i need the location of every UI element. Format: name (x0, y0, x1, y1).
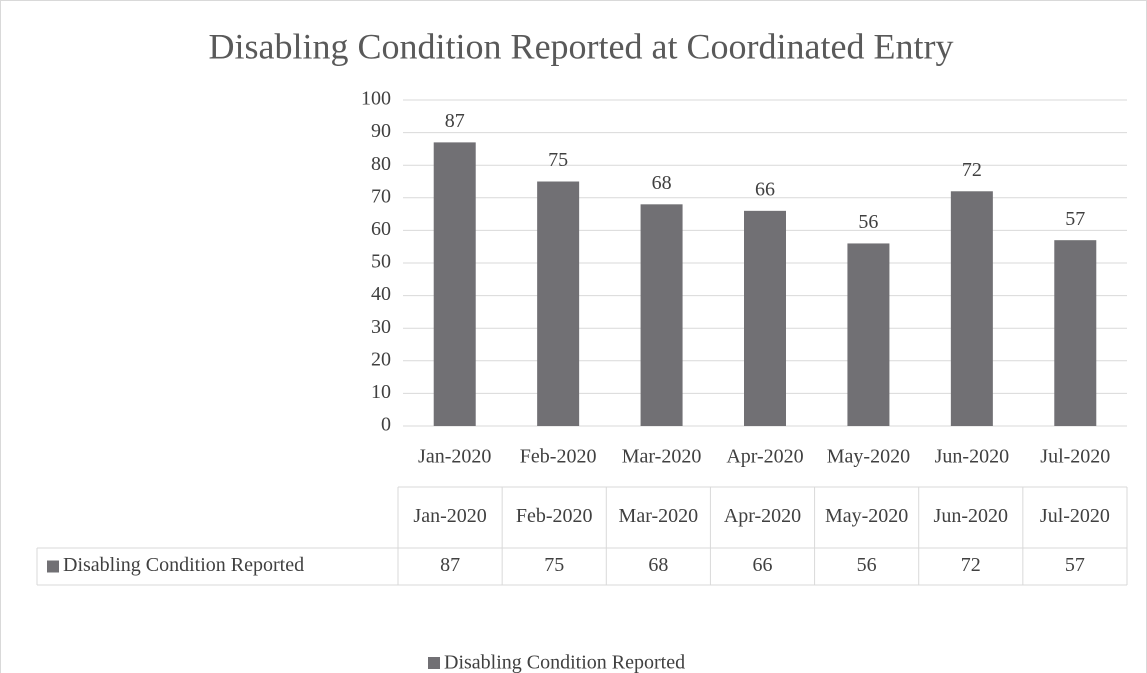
legend-label: Disabling Condition Reported (444, 652, 685, 673)
data-label: 57 (1065, 208, 1085, 230)
x-tick-label: Jul-2020 (1040, 446, 1110, 468)
data-label: 72 (962, 159, 982, 181)
table-header: Mar-2020 (619, 505, 699, 527)
table-cell: 66 (753, 554, 773, 576)
bar (433, 142, 476, 426)
table-legend-key (47, 560, 59, 573)
bar (640, 204, 683, 426)
x-tick-label: Jun-2020 (935, 446, 1009, 468)
data-label: 75 (548, 149, 568, 171)
table-row-header: Disabling Condition Reported (63, 554, 304, 576)
x-tick-label: Mar-2020 (622, 446, 702, 468)
table-cell: 75 (544, 554, 564, 576)
table-cell: 57 (1065, 554, 1085, 576)
table-header: Jul-2020 (1040, 505, 1110, 527)
legend-key (428, 657, 440, 669)
y-tick-label: 70 (371, 185, 391, 207)
table-cell: 68 (648, 554, 668, 576)
y-tick-label: 10 (371, 381, 391, 403)
table-cell: 87 (440, 554, 460, 576)
table-header: Feb-2020 (516, 505, 593, 527)
data-label: 66 (755, 178, 775, 200)
y-tick-label: 40 (371, 283, 391, 305)
x-tick-label: Feb-2020 (520, 446, 597, 468)
bar (847, 243, 890, 426)
data-label: 68 (652, 172, 672, 194)
y-tick-label: 20 (371, 348, 391, 370)
y-tick-label: 50 (371, 251, 391, 273)
table-header: Jan-2020 (413, 505, 486, 527)
table-header: Apr-2020 (724, 505, 801, 527)
y-tick-label: 90 (371, 120, 391, 142)
data-label: 87 (445, 110, 465, 132)
y-tick-label: 100 (361, 88, 391, 110)
data-label: 56 (858, 211, 878, 233)
table-cell: 56 (857, 554, 877, 576)
bar (1054, 240, 1097, 426)
x-tick-label: Jan-2020 (418, 446, 491, 468)
y-tick-label: 60 (371, 218, 391, 240)
chart-title: Disabling Condition Reported at Coordina… (209, 26, 954, 66)
bar (537, 181, 580, 426)
table-header: May-2020 (825, 505, 908, 527)
table-header: Jun-2020 (934, 505, 1008, 527)
x-tick-label: May-2020 (827, 446, 910, 468)
y-tick-label: 80 (371, 153, 391, 175)
y-tick-label: 30 (371, 316, 391, 338)
table-cell: 72 (961, 554, 981, 576)
bar (744, 210, 786, 426)
x-tick-label: Apr-2020 (726, 446, 803, 468)
bar (950, 191, 993, 426)
y-tick-label: 0 (381, 414, 391, 436)
